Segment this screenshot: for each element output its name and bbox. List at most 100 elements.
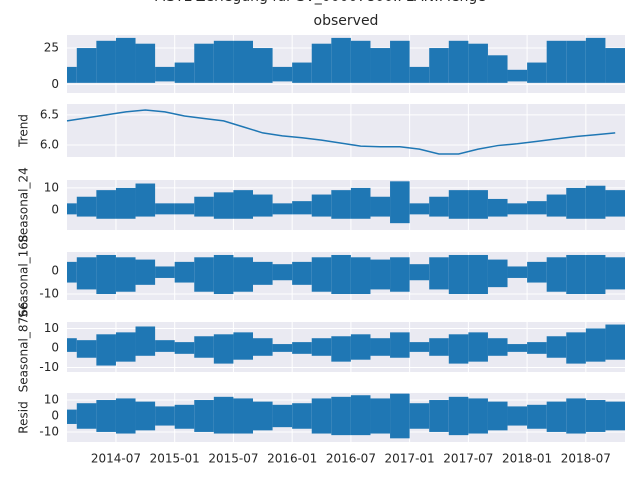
value-range bbox=[370, 48, 391, 83]
y-tick-label: 0 bbox=[51, 264, 59, 278]
value-range bbox=[546, 401, 567, 432]
value-range bbox=[135, 259, 156, 285]
y-tick-label: 0 bbox=[51, 340, 59, 354]
value-range bbox=[76, 340, 97, 358]
panel-title: observed bbox=[314, 13, 379, 29]
value-range bbox=[233, 398, 253, 434]
value-range bbox=[370, 398, 391, 434]
value-range bbox=[155, 203, 175, 215]
value-range bbox=[546, 257, 567, 292]
value-range bbox=[487, 259, 508, 288]
value-range bbox=[370, 196, 391, 217]
value-range bbox=[448, 190, 469, 219]
value-range bbox=[76, 403, 97, 429]
x-tick-label: 2017-01 bbox=[385, 452, 435, 466]
value-range bbox=[174, 404, 195, 429]
value-range bbox=[585, 254, 606, 295]
value-range bbox=[194, 257, 214, 292]
value-range bbox=[585, 328, 606, 362]
value-range bbox=[527, 342, 547, 354]
value-range bbox=[135, 326, 156, 356]
value-range bbox=[409, 264, 430, 281]
value-range bbox=[272, 264, 293, 281]
x-tick-label: 2015-01 bbox=[150, 452, 200, 466]
y-tick-label: 0 bbox=[51, 202, 59, 216]
value-range bbox=[546, 194, 567, 217]
y-tick-label: 6.0 bbox=[40, 137, 59, 151]
value-range bbox=[605, 257, 625, 290]
value-range bbox=[331, 336, 351, 362]
value-range bbox=[96, 334, 116, 366]
value-range bbox=[67, 409, 77, 424]
trend-line bbox=[66, 109, 616, 155]
value-range bbox=[546, 336, 567, 358]
value-range bbox=[448, 334, 469, 364]
y-tick-label: -10 bbox=[39, 360, 59, 374]
value-range bbox=[272, 404, 293, 428]
value-range bbox=[468, 190, 488, 219]
x-tick-label: 2015-07 bbox=[208, 452, 258, 466]
value-range bbox=[155, 266, 175, 278]
value-range bbox=[448, 40, 469, 83]
value-range bbox=[487, 401, 508, 431]
value-range bbox=[507, 344, 528, 352]
value-range bbox=[409, 203, 430, 215]
value-range bbox=[468, 332, 488, 362]
value-range bbox=[605, 48, 625, 83]
value-range bbox=[390, 40, 410, 83]
y-tick-label: -10 bbox=[39, 287, 59, 301]
plot-area bbox=[67, 104, 625, 157]
value-range bbox=[390, 181, 410, 224]
value-range bbox=[350, 395, 371, 436]
value-range bbox=[115, 332, 136, 362]
value-range bbox=[605, 401, 625, 431]
value-range bbox=[194, 43, 214, 83]
value-range bbox=[155, 340, 175, 352]
value-range bbox=[585, 400, 606, 432]
value-range bbox=[76, 257, 97, 290]
value-range bbox=[507, 203, 528, 215]
value-range bbox=[331, 254, 351, 295]
value-range bbox=[311, 43, 332, 83]
y-tick-label: 0 bbox=[51, 408, 59, 422]
x-tick-label: 2017-07 bbox=[443, 452, 493, 466]
value-range bbox=[174, 203, 195, 215]
value-range bbox=[233, 40, 253, 83]
value-range bbox=[311, 398, 332, 434]
value-range bbox=[213, 192, 234, 219]
value-range bbox=[253, 338, 273, 356]
y-tick-label: 10 bbox=[44, 393, 59, 407]
value-range bbox=[135, 401, 156, 431]
value-range bbox=[292, 201, 312, 215]
value-range bbox=[174, 62, 195, 83]
value-range bbox=[429, 196, 449, 217]
value-range bbox=[272, 203, 293, 215]
value-range bbox=[429, 48, 449, 83]
value-range bbox=[487, 338, 508, 356]
value-range bbox=[115, 398, 136, 434]
value-range bbox=[390, 393, 410, 439]
value-range bbox=[174, 342, 195, 354]
y-tick-label: 10 bbox=[44, 321, 59, 335]
value-range bbox=[370, 259, 391, 290]
value-range bbox=[429, 338, 449, 356]
value-range bbox=[253, 401, 273, 431]
value-range bbox=[429, 400, 449, 432]
value-range bbox=[96, 400, 116, 432]
value-range bbox=[566, 332, 586, 364]
value-range bbox=[174, 261, 195, 283]
value-range bbox=[272, 344, 293, 352]
value-range bbox=[350, 334, 371, 360]
value-range bbox=[67, 66, 77, 83]
y-tick-label: -10 bbox=[39, 424, 59, 438]
y-tick-label: 25 bbox=[44, 41, 59, 55]
value-range bbox=[370, 338, 391, 356]
value-range bbox=[350, 257, 371, 295]
value-range bbox=[67, 203, 77, 215]
value-range bbox=[566, 254, 586, 295]
value-range bbox=[507, 69, 528, 82]
value-range bbox=[448, 396, 469, 436]
x-tick-label: 2016-07 bbox=[326, 452, 376, 466]
value-range bbox=[194, 400, 214, 432]
